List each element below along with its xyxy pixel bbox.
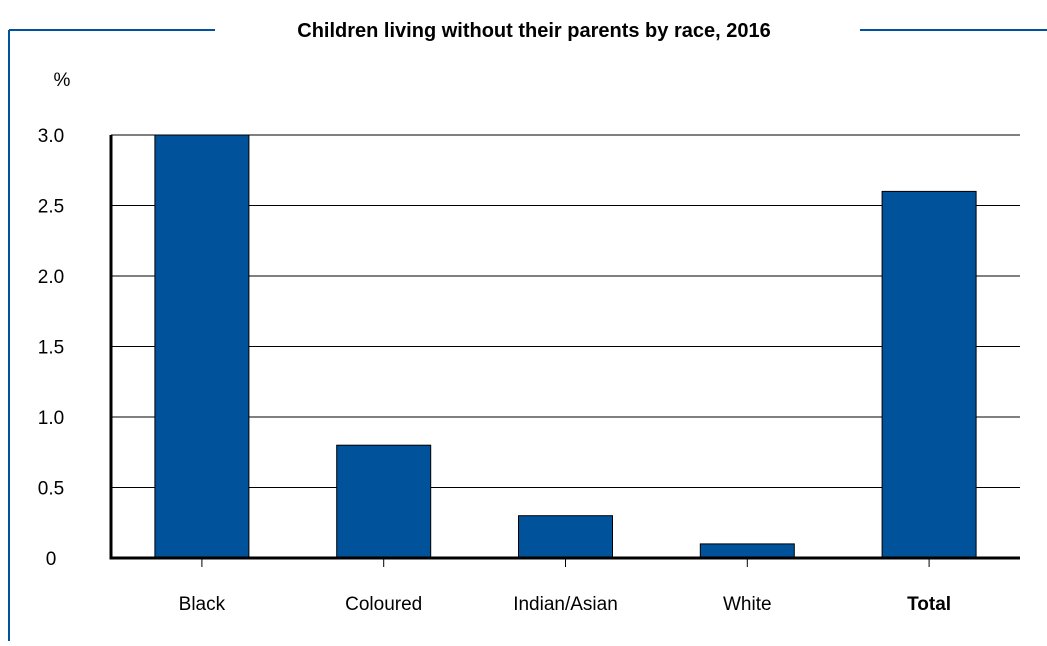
bar-coloured [336,444,432,559]
chart-border [8,29,1047,641]
bars [154,134,977,559]
y-tick-label: 3.0 [38,126,64,147]
x-tick-label: Coloured [345,594,422,615]
y-tick-label: 2.0 [38,267,64,288]
bar-white [699,543,795,559]
chart-title: Children living without their parents by… [297,20,770,42]
y-tick-label: 0 [46,549,57,570]
bar-total [881,190,977,559]
x-tick-label: Indian/Asian [513,594,618,615]
axes [109,135,1020,560]
y-tick-label: 1.0 [38,408,64,429]
y-tick-label: 1.5 [38,338,64,359]
x-tick-label: Black [179,594,226,615]
x-tick-label: Total [907,594,951,615]
y-axis-unit-label: % [54,70,71,91]
gridlines [111,134,1020,488]
x-axis-ticks: Black Coloured Indian/Asian White Total [179,558,951,615]
y-axis-ticks: 0 0.5 1.0 1.5 2.0 2.5 3.0 [38,126,64,570]
bar-black [154,134,250,559]
bar-indian-asian [518,515,613,559]
y-tick-label: 2.5 [38,197,64,218]
x-tick-label: White [723,594,772,615]
y-tick-label: 0.5 [38,479,64,500]
